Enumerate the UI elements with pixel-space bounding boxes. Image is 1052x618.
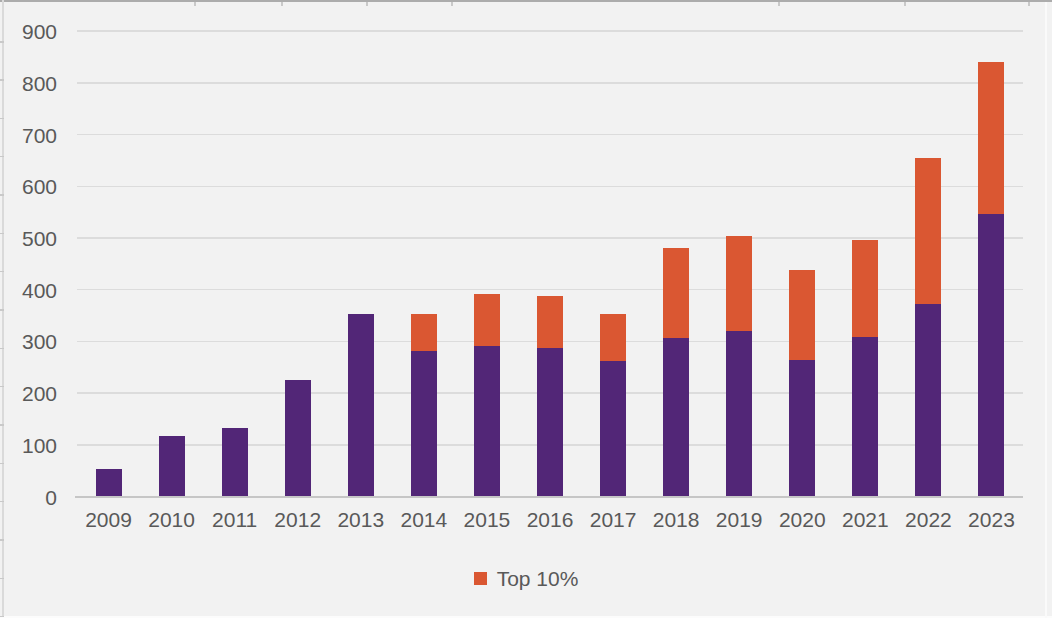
legend-label: Top 10% [497,568,579,589]
gridline [77,82,1023,84]
top-cell-tick [451,2,453,6]
legend: Top 10% [0,567,1052,589]
top-cell-tick [194,2,196,6]
bar-segment-base [915,304,941,497]
y-tick-label: 600 [0,176,57,197]
y-tick-label: 200 [0,383,57,404]
y-tick-label: 900 [0,21,57,42]
bar-segment-top10 [537,296,563,348]
left-cell-tick [0,386,4,388]
bar-segment-base [726,331,752,497]
left-cell-tick [0,539,4,541]
legend-swatch-icon [474,572,487,585]
left-cell-tick [0,271,4,273]
bar-segment-top10 [789,270,815,360]
left-cell-tick [0,79,4,81]
left-cell-tick [0,616,4,618]
bar-segment-base [978,214,1004,497]
bar-segment-top10 [726,236,752,330]
y-tick-label: 400 [0,279,57,300]
left-cell-tick [0,194,4,196]
bar-segment-top10 [600,314,626,361]
chart-canvas: 0100200300400500600700800900200920102011… [0,0,1052,618]
left-cell-tick [0,118,4,120]
top-cell-tick [281,2,283,6]
left-cell-tick [0,156,4,158]
y-tick-label: 700 [0,124,57,145]
top-cell-tick [1028,2,1030,6]
top-cell-tick [366,2,368,6]
bar-segment-top10 [474,294,500,346]
gridline [77,186,1023,188]
y-tick-label: 500 [0,228,57,249]
left-cell-tick [0,233,4,235]
bar-segment-base [222,428,248,497]
bar-segment-base [789,360,815,496]
bar-segment-top10 [852,240,878,337]
bar-segment-top10 [915,158,941,304]
bar-segment-top10 [978,62,1004,213]
bar-segment-base [348,314,374,497]
left-cell-tick [0,424,4,426]
left-cell-tick [0,309,4,311]
left-cell-tick [0,501,4,503]
top-cell-tick [778,2,780,6]
bar-segment-base [600,361,626,497]
bar-segment-base [474,346,500,496]
gridline [77,30,1023,32]
y-tick-label: 0 [0,486,57,507]
y-tick-label: 100 [0,434,57,455]
left-cell-tick [0,463,4,465]
bar-segment-base [663,338,689,497]
gridline [77,134,1023,136]
x-tick-label: 2023 [946,509,1036,530]
top-cell-tick [904,2,906,6]
top-border [0,0,1052,2]
left-cell-tick [0,348,4,350]
left-cell-tick [0,41,4,43]
y-tick-label: 300 [0,331,57,352]
bar-segment-base [852,337,878,497]
bar-segment-base [537,348,563,496]
right-line [1045,2,1047,618]
y-tick-label: 800 [0,72,57,93]
left-cell-tick [0,578,4,580]
bar-segment-base [411,351,437,496]
bar-segment-base [159,436,185,496]
bar-segment-top10 [411,314,437,351]
bar-segment-base [96,469,122,497]
gridline [77,237,1023,239]
gridline [77,289,1023,291]
bar-segment-top10 [663,248,689,338]
bar-segment-base [285,380,311,496]
